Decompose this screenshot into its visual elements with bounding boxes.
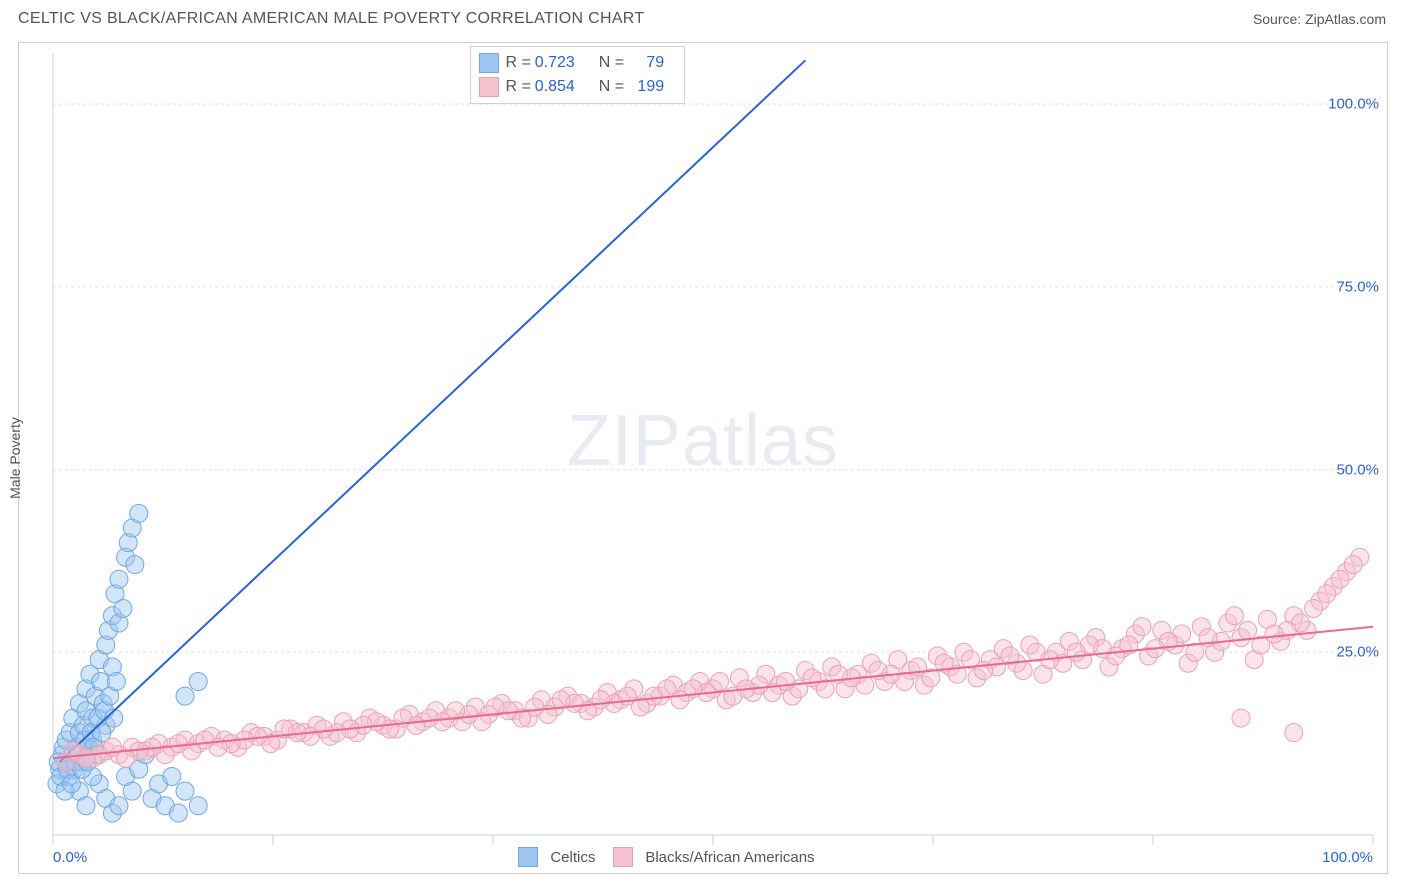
series-0 xyxy=(48,60,805,822)
legend-swatch xyxy=(613,847,633,867)
n-value: 199 xyxy=(628,75,664,99)
series-legend-item: Celtics xyxy=(518,847,595,867)
chart-svg xyxy=(19,43,1387,873)
r-label: R = xyxy=(505,75,530,99)
n-label: N = xyxy=(599,75,624,99)
corr-legend-row: R =0.854 N =199 xyxy=(479,75,676,99)
corr-legend-row: R =0.723 N =79 xyxy=(479,51,676,75)
x-tick-label: 100.0% xyxy=(1322,849,1373,866)
r-label: R = xyxy=(505,51,530,75)
chart-title: CELTIC VS BLACK/AFRICAN AMERICAN MALE PO… xyxy=(18,10,644,28)
legend-swatch xyxy=(479,77,499,97)
n-label: N = xyxy=(599,51,624,75)
chart-container: Male Poverty ZIPatlas R =0.723N =79R =0.… xyxy=(18,42,1388,874)
y-tick-label: 50.0% xyxy=(1336,461,1379,478)
y-tick-label: 25.0% xyxy=(1336,644,1379,661)
y-tick-label: 75.0% xyxy=(1336,278,1379,295)
x-tick-label: 0.0% xyxy=(53,849,87,866)
correlation-legend: R =0.723 N =79 R =0.854 N =199 xyxy=(470,46,685,104)
series-name: Blacks/African Americans xyxy=(645,849,814,866)
y-tick-label: 100.0% xyxy=(1328,96,1379,113)
series-legend-item: Blacks/African Americans xyxy=(613,847,814,867)
chart-source: Source: ZipAtlas.com xyxy=(1253,11,1386,27)
n-value: 79 xyxy=(628,51,664,75)
legend-swatch xyxy=(479,53,499,73)
chart-header: CELTIC VS BLACK/AFRICAN AMERICAN MALE PO… xyxy=(0,0,1406,34)
series-legend: Celtics Blacks/African Americans xyxy=(518,847,814,867)
legend-swatch xyxy=(518,847,538,867)
r-value: 0.723 xyxy=(535,51,587,75)
series-name: Celtics xyxy=(550,849,595,866)
r-value: 0.854 xyxy=(535,75,587,99)
